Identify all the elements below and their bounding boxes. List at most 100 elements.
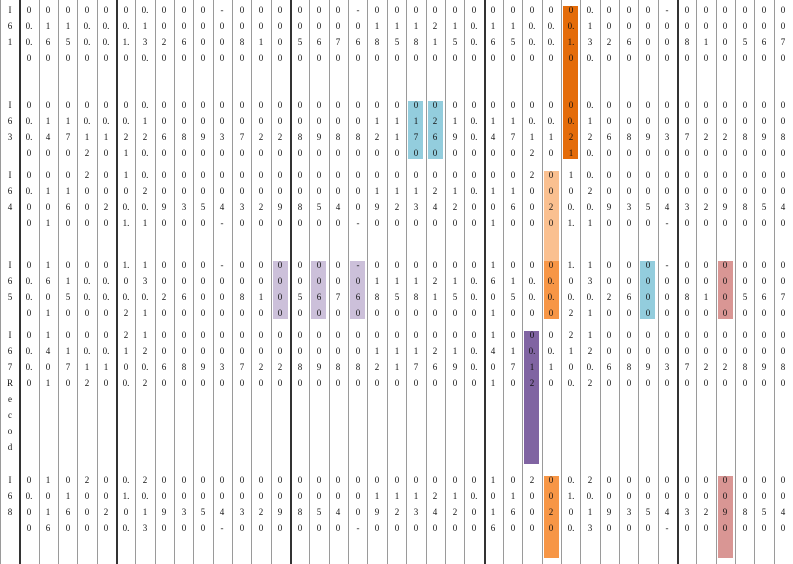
highlight-cell (544, 261, 559, 319)
table-cell: 0 (84, 507, 90, 517)
grid-line (445, 0, 446, 564)
table-cell: 0 (742, 475, 748, 485)
table-cell: 0 (181, 523, 187, 533)
highlight-cell (640, 261, 655, 319)
table-cell: 5 (452, 37, 458, 47)
table-cell: 0 (26, 148, 32, 158)
table-cell: 0 (780, 276, 786, 286)
table-cell: 3 (219, 132, 225, 142)
table-cell: 0 (200, 330, 206, 340)
table-cell: 0 (355, 116, 361, 126)
table-cell: 0 (239, 346, 245, 356)
table-cell: 0. (470, 292, 478, 302)
table-cell: 0. (470, 276, 478, 286)
table-cell: 8 (181, 132, 187, 142)
table-cell: 0 (568, 100, 574, 110)
table-cell: 0 (606, 218, 612, 228)
table-cell: 0 (84, 53, 90, 63)
table-cell: 1 (45, 21, 51, 31)
table-cell: 0 (26, 5, 32, 15)
grid-line (638, 0, 639, 564)
table-cell: 0 (26, 202, 32, 212)
table-cell: 0 (761, 378, 767, 388)
table-cell: 0 (65, 523, 71, 533)
table-cell: 0. (528, 346, 536, 356)
table-cell: 0. (528, 21, 536, 31)
table-cell: 0 (219, 148, 225, 158)
table-cell: 0 (432, 260, 438, 270)
table-cell: 0 (780, 21, 786, 31)
table-cell: 3 (219, 362, 225, 372)
table-cell: 0 (103, 170, 109, 180)
table-cell: 9 (761, 362, 767, 372)
table-cell: 1 (142, 507, 148, 517)
table-cell: 1 (84, 132, 90, 142)
table-cell: 0 (606, 116, 612, 126)
table-cell: 0 (103, 330, 109, 340)
table-cell: 1 (568, 170, 574, 180)
table-cell: 0 (200, 292, 206, 302)
table-cell: 0 (161, 491, 167, 501)
table-cell: 1 (45, 330, 51, 340)
table-cell: 0. (470, 116, 478, 126)
table-cell: 0 (684, 100, 690, 110)
table-cell: 0 (606, 148, 612, 158)
table-cell: 0 (703, 491, 709, 501)
row-label-char: 6 (7, 21, 13, 31)
table-cell: 0 (103, 100, 109, 110)
table-cell: 0 (277, 378, 283, 388)
table-cell: 0 (277, 5, 283, 15)
grid-line (271, 0, 272, 564)
table-cell: 0 (335, 100, 341, 110)
table-cell: 0 (510, 170, 516, 180)
row-label-char: 4 (7, 202, 13, 212)
table-cell: 0 (219, 292, 225, 302)
table-cell: 0 (684, 170, 690, 180)
table-cell: 1 (103, 362, 109, 372)
table-cell: 9 (316, 132, 322, 142)
table-cell: 0 (200, 37, 206, 47)
table-cell: 0 (510, 523, 516, 533)
table-cell: 1 (258, 292, 264, 302)
table-cell: 0 (219, 475, 225, 485)
table-cell: 0 (65, 5, 71, 15)
table-cell: 0. (141, 362, 149, 372)
table-cell: 0. (141, 53, 149, 63)
table-cell: 0 (722, 260, 728, 270)
table-cell: 0 (84, 5, 90, 15)
table-cell: 0 (84, 308, 90, 318)
table-cell: 0 (780, 378, 786, 388)
table-cell: 0 (374, 330, 380, 340)
table-cell: 1. (567, 218, 575, 228)
table-cell: 0 (684, 218, 690, 228)
table-cell: 0 (277, 116, 283, 126)
table-cell: 4 (219, 507, 225, 517)
table-cell: 1. (122, 37, 130, 47)
grid-line (290, 0, 292, 564)
table-cell: 0 (316, 491, 322, 501)
row-label-char: I (8, 260, 12, 270)
table-cell: 6 (761, 292, 767, 302)
table-cell: 0 (568, 5, 574, 15)
table-cell: 0 (161, 53, 167, 63)
table-cell: - (665, 5, 669, 15)
table-cell: 0 (664, 346, 670, 356)
table-cell: 8 (239, 292, 245, 302)
table-cell: 0 (780, 308, 786, 318)
grid-line (135, 0, 136, 564)
table-cell: 9 (316, 362, 322, 372)
table-cell: 1. (122, 218, 130, 228)
table-cell: 4 (432, 202, 438, 212)
table-cell: 0 (742, 308, 748, 318)
table-cell: 0 (394, 100, 400, 110)
table-cell: 1 (142, 116, 148, 126)
table-cell: 0 (258, 218, 264, 228)
table-cell: 0 (684, 260, 690, 270)
table-cell: 6 (65, 507, 71, 517)
table-cell: 0 (219, 170, 225, 180)
table-cell: 5 (316, 202, 322, 212)
table-cell: 0 (181, 186, 187, 196)
table-cell: 0 (355, 53, 361, 63)
table-cell: 0. (586, 362, 594, 372)
table-cell: 2 (103, 507, 109, 517)
